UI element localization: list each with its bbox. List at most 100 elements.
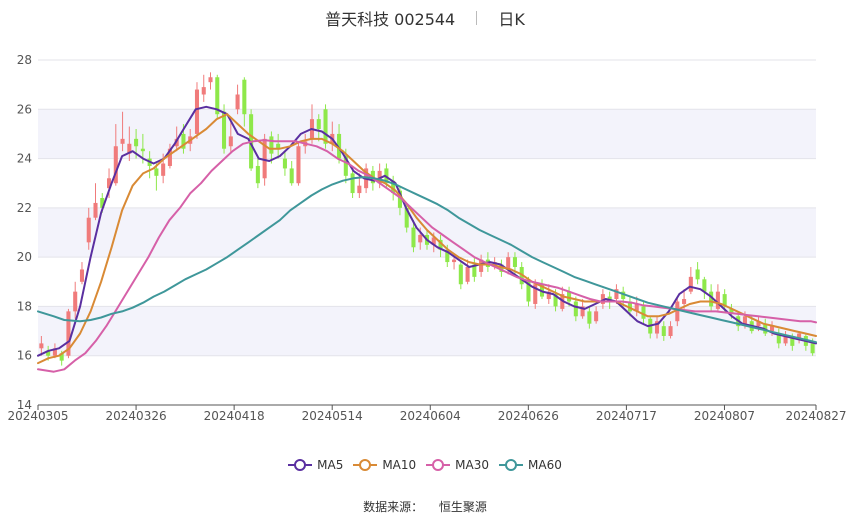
candle-body (113, 146, 118, 184)
candle (499, 259, 504, 277)
legend-marker-icon (288, 459, 313, 471)
candle (127, 126, 132, 162)
x-tick-label: 20240827 (785, 409, 846, 423)
legend-marker-icon (353, 459, 378, 471)
candle (289, 161, 294, 186)
candle-body (167, 148, 172, 166)
legend-label: MA30 (455, 458, 490, 472)
chart-title-period: 日K (498, 10, 525, 29)
y-tick-label: 16 (17, 349, 32, 363)
x-axis: 20240305 20240326 20240418 20240514 20240604… (7, 404, 847, 423)
candle-body (316, 119, 321, 129)
candle (242, 77, 247, 127)
candle-body (296, 146, 301, 184)
candle-body (729, 308, 734, 314)
candle (546, 284, 551, 304)
legend-label: MA5 (317, 458, 344, 472)
ma-line-ma60 (37, 176, 817, 344)
candle (573, 296, 578, 322)
chart-title: 普天科技 002544 日K (0, 6, 850, 29)
x-tick-label: 20240326 (106, 409, 167, 423)
candle-body (742, 316, 747, 324)
candle-body (614, 289, 619, 300)
ma-lines (37, 105, 817, 373)
candle-body (127, 143, 132, 154)
x-tick-label: 20240305 (7, 409, 68, 423)
grid-band (38, 306, 816, 356)
candle-body (472, 264, 477, 277)
y-tick-label: 28 (17, 53, 32, 67)
candle-body (553, 294, 558, 307)
candle (472, 257, 477, 282)
candle-body (140, 148, 145, 152)
legend-item-ma60[interactable]: MA60 (499, 458, 562, 472)
candle-body (654, 321, 660, 334)
candle (654, 316, 660, 339)
candle-body (134, 138, 139, 147)
candle-body (675, 301, 680, 322)
candle-body (492, 262, 497, 267)
candle-body (289, 168, 294, 184)
data-source: 数据来源： 恒生聚源 (0, 498, 850, 515)
candle (695, 262, 700, 285)
y-tick-label: 18 (17, 299, 32, 313)
candle (438, 234, 443, 258)
legend: MA5 MA10 MA30 MA60 (0, 458, 850, 474)
y-tick-label: 14 (17, 398, 32, 412)
candle-body (66, 311, 71, 356)
candle-body (499, 264, 504, 272)
candle-body (594, 311, 599, 322)
candle-body (797, 333, 802, 339)
candle-body (587, 311, 592, 324)
candle-body (397, 190, 402, 208)
candle (675, 296, 680, 327)
candle-body (391, 180, 396, 194)
candle-body (161, 163, 166, 176)
candle-body (411, 227, 416, 248)
candle-body (107, 178, 112, 189)
legend-item-ma5[interactable]: MA5 (288, 458, 343, 472)
candle-body (567, 291, 572, 302)
candle (73, 281, 78, 319)
candle-body (533, 284, 538, 304)
candle-body (465, 267, 470, 282)
legend-item-ma30[interactable]: MA30 (426, 458, 489, 472)
candle-body (86, 217, 91, 243)
candle-body (52, 348, 57, 356)
legend-item-ma10[interactable]: MA10 (353, 458, 416, 472)
candle (113, 124, 118, 186)
candle-body (208, 77, 213, 83)
x-tick-label: 20240807 (694, 409, 755, 423)
candle-body (600, 294, 605, 304)
candle (215, 74, 220, 120)
x-tick-label: 20240604 (400, 409, 461, 423)
grid-band (38, 109, 816, 159)
candle-body (215, 77, 220, 115)
candle (79, 262, 85, 285)
candle-body (269, 136, 274, 154)
candle (722, 289, 727, 312)
candle (479, 254, 484, 277)
candle-body (506, 257, 511, 270)
candle-body (756, 321, 761, 327)
candle (208, 72, 213, 90)
legend-marker-icon (426, 459, 451, 471)
candle (621, 286, 626, 307)
candle (154, 163, 159, 191)
candle-body (201, 87, 206, 95)
data-source-value: 恒生聚源 (438, 500, 487, 514)
candle-body (242, 79, 247, 115)
candle-body (357, 185, 362, 194)
kline-chart: 14 16 18 20 22 24 26 28 20240305 20240326 2024041… (7, 53, 847, 423)
candle (235, 84, 240, 115)
candle-body (668, 326, 673, 336)
candle-body (228, 136, 233, 147)
candle-body (526, 281, 531, 302)
candle-body (709, 291, 714, 307)
candle-body (479, 259, 484, 272)
candle-body (776, 333, 781, 344)
candle-body (194, 89, 200, 134)
candle (587, 306, 592, 329)
candle-body (59, 353, 64, 361)
candle-body (783, 336, 788, 344)
